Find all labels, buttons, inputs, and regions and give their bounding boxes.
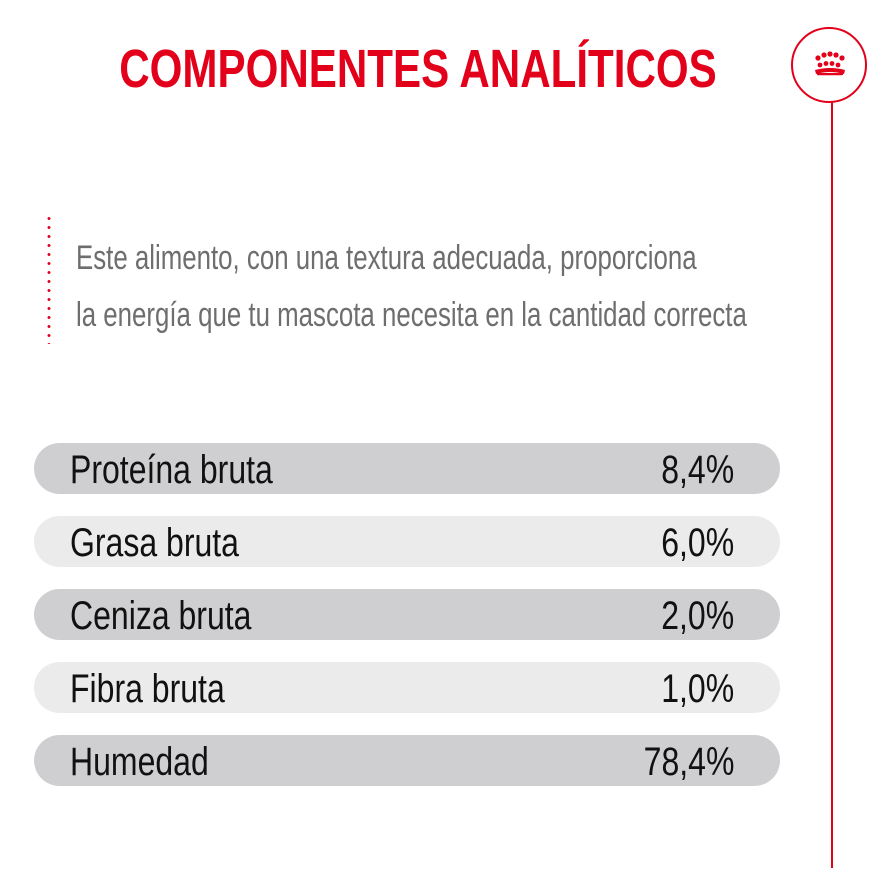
table-row: Grasa bruta 6,0% — [34, 516, 780, 567]
component-value: 8,4% — [661, 448, 734, 492]
description-line-2: la energía que tu mascota necesita en la… — [76, 296, 747, 334]
component-name: Proteína bruta — [70, 448, 273, 492]
description-text: Este alimento, con una textura adecuada,… — [76, 230, 760, 344]
component-name: Ceniza bruta — [70, 594, 252, 638]
table-row: Ceniza bruta 2,0% — [34, 589, 780, 640]
table-row: Humedad 78,4% — [34, 735, 780, 786]
vertical-accent-line — [831, 103, 833, 868]
crown-logo-icon — [791, 27, 867, 103]
component-value: 6,0% — [661, 521, 734, 565]
page-title: COMPONENTES ANALÍTICOS — [119, 39, 717, 99]
component-name: Fibra bruta — [70, 667, 225, 711]
component-name: Grasa bruta — [70, 521, 239, 565]
table-row: Proteína bruta 8,4% — [34, 443, 780, 494]
component-value: 2,0% — [661, 594, 734, 638]
dotted-divider — [47, 214, 51, 344]
table-row: Fibra bruta 1,0% — [34, 662, 780, 713]
analytical-components-table: Proteína bruta 8,4% Grasa bruta 6,0% Cen… — [34, 443, 780, 808]
component-name: Humedad — [70, 740, 209, 784]
description-line-1: Este alimento, con una textura adecuada,… — [76, 239, 697, 277]
component-value: 78,4% — [643, 740, 734, 784]
component-value: 1,0% — [661, 667, 734, 711]
